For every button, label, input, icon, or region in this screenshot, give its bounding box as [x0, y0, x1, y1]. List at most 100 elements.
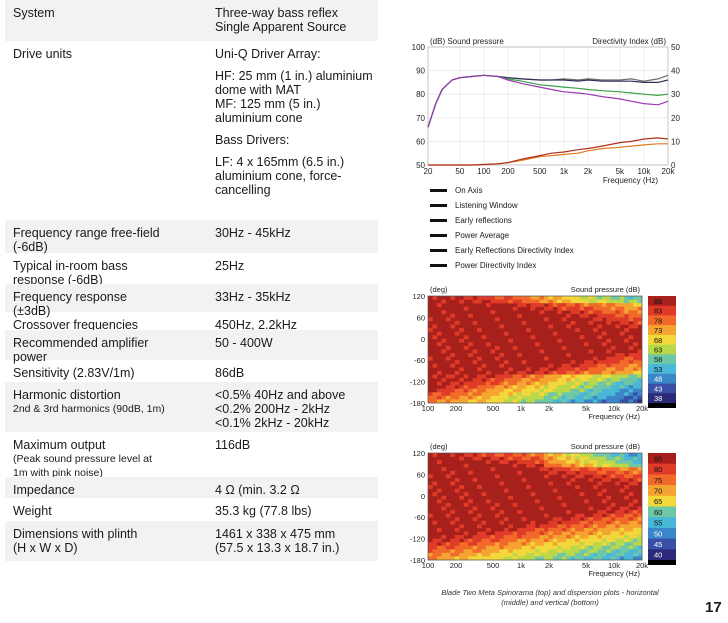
heatmap-cell	[548, 520, 554, 525]
heatmap-cell	[566, 303, 571, 307]
heatmap-cell	[459, 456, 464, 461]
heatmap-cell	[472, 381, 478, 386]
heatmap-cell	[512, 463, 518, 468]
heatmap-cell	[570, 545, 576, 550]
heatmap-cell	[428, 317, 433, 322]
heatmap-cell	[633, 453, 638, 457]
heatmap-cell	[570, 370, 576, 375]
colorbar-swatch	[648, 325, 676, 336]
heatmap-cell	[619, 360, 625, 365]
heatmap-cell	[548, 524, 554, 529]
heatmap-cell	[561, 395, 567, 400]
heatmap-cell	[463, 492, 469, 497]
colorbar-label: 50	[654, 529, 662, 538]
heatmap-cell	[481, 392, 487, 397]
heatmap-cell	[637, 535, 643, 539]
heatmap-cell	[575, 531, 580, 536]
y-right-tick-label: 0	[671, 161, 676, 170]
x-tick-label: 5k	[582, 404, 590, 413]
heatmap-cell	[601, 331, 607, 336]
spec-value-line: Bass Drivers:	[215, 133, 290, 147]
heatmap-cell	[619, 538, 625, 543]
heatmap-cell	[543, 535, 549, 539]
heatmap-cell	[548, 556, 554, 561]
heatmap-cell	[624, 460, 629, 464]
heatmap-cell	[432, 395, 438, 400]
heatmap-cell	[633, 367, 638, 372]
heatmap-cell	[570, 381, 576, 386]
heatmap-cell	[615, 556, 621, 561]
heatmap-cell	[619, 296, 625, 300]
heatmap-cell	[490, 467, 496, 472]
heatmap-cell	[606, 299, 612, 304]
heatmap-cell	[588, 395, 594, 400]
heatmap-cell	[503, 392, 509, 397]
heatmap-cell	[592, 296, 598, 300]
colorbar-label: 75	[654, 476, 662, 485]
heatmap-cell	[548, 324, 554, 329]
heatmap-cell	[561, 392, 567, 397]
heatmap-cell	[436, 538, 442, 543]
heatmap-cell	[463, 545, 469, 550]
spec-label: Harmonic distortion 2nd & 3rd harmonics (…	[13, 388, 165, 416]
heatmap-cell	[624, 556, 629, 561]
heatmap-cell	[570, 385, 576, 390]
heatmap-cell	[637, 510, 643, 514]
heatmap-cell	[485, 378, 491, 382]
heatmap-cell	[584, 374, 589, 379]
heatmap-cell	[606, 296, 612, 300]
heatmap-cell	[512, 556, 518, 561]
heatmap-cell	[619, 549, 625, 554]
heatmap-cell	[543, 392, 549, 397]
heatmap-cell	[633, 510, 638, 514]
heatmap-cell	[499, 538, 505, 543]
heatmap-cell	[539, 310, 545, 315]
heatmap-cell	[445, 345, 451, 350]
heatmap-cell	[485, 556, 491, 561]
heatmap-cell	[624, 477, 629, 482]
heatmap-cell	[450, 399, 456, 404]
heatmap-cell	[610, 313, 616, 318]
heatmap-title-right: Sound pressure (dB)	[571, 442, 641, 451]
heatmap-cell	[619, 367, 625, 372]
heatmap-cell	[436, 399, 442, 404]
heatmap-cell	[588, 388, 594, 393]
heatmap-cell	[584, 467, 589, 472]
heatmap-cell	[592, 474, 598, 479]
heatmap-cell	[579, 363, 585, 368]
colorbar-swatch	[648, 334, 676, 345]
heatmap-cell	[570, 549, 576, 554]
heatmap-cell	[543, 306, 549, 311]
heatmap-cell	[463, 385, 469, 390]
heatmap-cell	[499, 545, 505, 550]
heatmap-cell	[543, 556, 549, 561]
heatmap-cell	[512, 502, 518, 507]
heatmap-cell	[624, 470, 629, 475]
heatmap-cell	[615, 374, 621, 379]
heatmap-cell	[628, 313, 634, 318]
heatmap-cell	[499, 542, 505, 547]
heatmap-cell	[526, 374, 531, 379]
heatmap-cell	[579, 545, 585, 550]
heatmap-cell	[441, 388, 447, 393]
heatmap-cell	[535, 342, 540, 347]
heatmap-cell	[517, 470, 522, 475]
heatmap-cell	[633, 517, 638, 522]
heatmap-cell	[588, 303, 594, 307]
heatmap-cell	[535, 552, 540, 557]
heatmap-cell	[512, 388, 518, 393]
heatmap-cell	[597, 510, 603, 514]
heatmap-cell	[441, 506, 447, 511]
heatmap-cell	[454, 552, 460, 557]
heatmap-cell	[637, 299, 643, 304]
spec-label: Frequency range free-field (-6dB)	[13, 226, 160, 254]
heatmap-cell	[428, 513, 433, 518]
x-tick-label: 20k	[636, 561, 648, 570]
heatmap-cell	[450, 381, 456, 386]
heatmap-cell	[615, 381, 621, 386]
heatmap-cell	[588, 549, 594, 554]
heatmap-cell	[579, 538, 585, 543]
heatmap-cell	[637, 360, 643, 365]
heatmap-cell	[588, 460, 594, 464]
heatmap-cell	[566, 378, 571, 382]
